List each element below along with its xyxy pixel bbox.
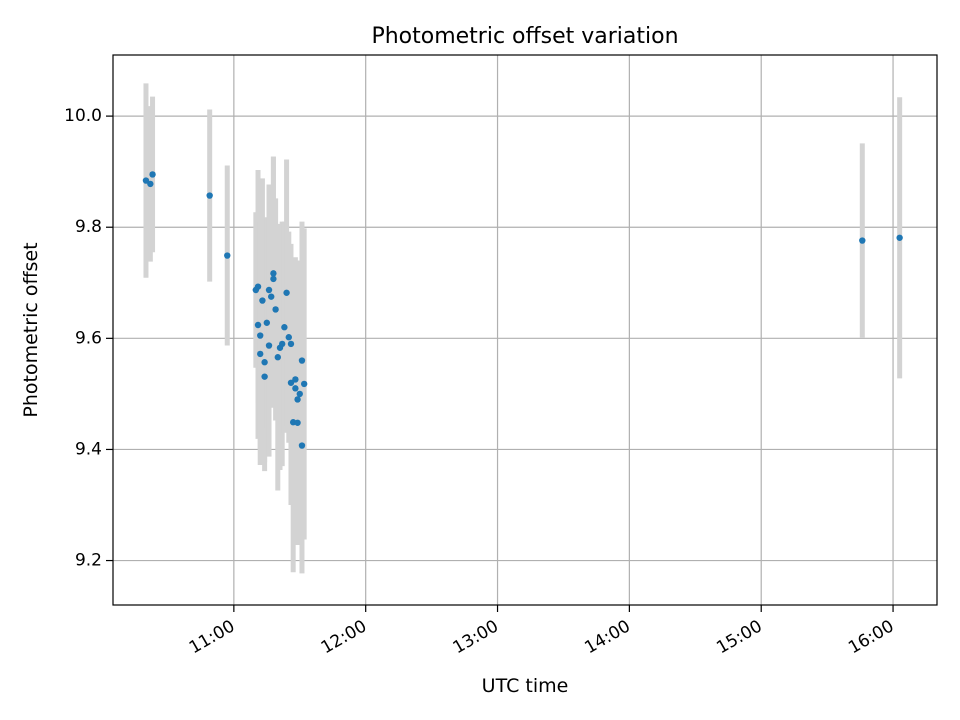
y-axis-ticks: 9.2 9.4 9.6 9.8 10.0: [64, 106, 113, 571]
data-point: [281, 324, 288, 331]
data-point: [278, 340, 286, 348]
data-point: [274, 354, 281, 361]
data-point: [285, 334, 292, 341]
data-points: [142, 171, 903, 449]
data-point: [270, 275, 277, 283]
data-point: [287, 379, 295, 386]
data-point: [257, 332, 264, 339]
data-point: [268, 293, 275, 300]
plot-area: [113, 55, 937, 605]
grid: [113, 55, 937, 605]
data-point: [270, 270, 277, 277]
data-point: [859, 237, 866, 244]
data-point: [142, 177, 150, 184]
data-point: [265, 342, 273, 349]
data-point: [298, 442, 306, 449]
y-tick-label: 9.2: [75, 551, 102, 571]
data-point: [147, 180, 154, 188]
plot-frame: [112, 54, 938, 606]
data-point: [294, 396, 301, 403]
data-point: [254, 283, 262, 290]
data-point: [254, 321, 262, 329]
data-point: [292, 385, 299, 392]
data-point: [265, 286, 273, 294]
y-axis-label: Photometric offset: [20, 242, 42, 417]
data-point: [896, 234, 903, 241]
y-tick-label: 10.0: [64, 106, 102, 126]
x-axis-label: UTC time: [482, 675, 569, 697]
data-point: [272, 306, 279, 313]
data-point: [263, 319, 271, 326]
data-point: [257, 350, 264, 358]
data-point: [149, 171, 156, 178]
data-point: [259, 297, 266, 304]
data-point: [224, 252, 231, 259]
data-point: [300, 380, 308, 388]
data-point: [292, 376, 299, 383]
data-point: [261, 359, 268, 366]
data-point: [283, 289, 290, 296]
data-point: [287, 340, 295, 348]
y-tick-label: 9.6: [75, 328, 102, 348]
data-point: [206, 192, 213, 199]
y-tick-label: 9.8: [75, 217, 102, 237]
data-point: [294, 419, 301, 426]
data-point: [296, 390, 303, 398]
chart-title: Photometric offset variation: [371, 24, 678, 49]
data-point: [261, 373, 268, 380]
data-point: [298, 357, 306, 364]
y-tick-label: 9.4: [75, 439, 102, 459]
